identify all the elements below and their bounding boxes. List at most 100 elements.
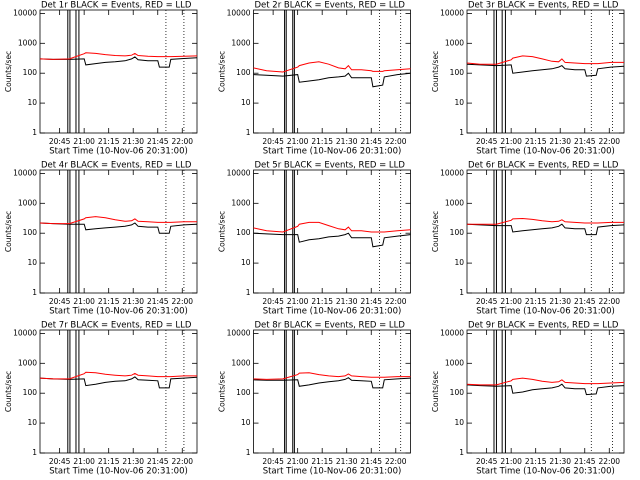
x-axis-label: Start Time (10-Nov-06 20:31:00) (476, 307, 615, 317)
y-tick-label: 100 (23, 68, 38, 77)
series-line (39, 56, 198, 68)
x-tick-label: 21:30 (549, 297, 571, 306)
series-line (39, 371, 197, 380)
y-tick-label: 1 (246, 128, 251, 137)
plot-frame (253, 169, 411, 294)
x-tick-label: 21:15 (311, 137, 333, 146)
x-tick-label: 20:45 (49, 457, 71, 466)
x-tick-label: 20:45 (262, 457, 284, 466)
chart-title: Det 1r BLACK = Events, RED = LLD (41, 1, 192, 11)
x-tick-label: 21:45 (360, 137, 382, 146)
series-line (253, 61, 411, 73)
series-line (466, 55, 624, 65)
x-tick-label: 20:45 (476, 457, 498, 466)
y-tick-label: 1 (459, 288, 464, 297)
x-tick-label: 21:00 (287, 137, 309, 146)
x-tick-label: 22:00 (171, 457, 193, 466)
x-tick-label: 22:00 (385, 297, 407, 306)
x-axis-label: Start Time (10-Nov-06 20:31:00) (49, 467, 188, 477)
series-line (39, 376, 198, 389)
x-axis-label: Start Time (10-Nov-06 20:31:00) (49, 307, 188, 317)
y-tick-label: 100 (236, 68, 251, 77)
y-tick-label: 1 (246, 448, 251, 457)
x-axis-label: Start Time (10-Nov-06 20:31:00) (476, 147, 615, 157)
y-tick-label: 1000 (18, 358, 37, 367)
x-tick-label: 22:00 (171, 137, 193, 146)
y-tick-label: 1000 (231, 38, 250, 47)
y-tick-label: 1000 (445, 358, 464, 367)
y-axis-label: Counts/sec (431, 371, 440, 412)
y-tick-label: 100 (236, 388, 251, 397)
y-tick-label: 10000 (440, 8, 464, 17)
y-tick-label: 10 (454, 98, 464, 107)
y-tick-label: 1 (459, 128, 464, 137)
y-tick-label: 10 (454, 258, 464, 267)
series-line (466, 377, 625, 386)
x-tick-label: 22:00 (385, 137, 407, 146)
x-tick-label: 21:45 (147, 297, 169, 306)
x-tick-label: 21:15 (311, 297, 333, 306)
y-tick-label: 1 (459, 448, 464, 457)
plot-frame (253, 329, 411, 454)
y-tick-label: 100 (450, 228, 465, 237)
x-axis-label: Start Time (10-Nov-06 20:31:00) (263, 147, 402, 157)
x-tick-label: 21:00 (73, 297, 95, 306)
y-tick-label: 100 (450, 388, 465, 397)
y-tick-label: 1000 (231, 358, 250, 367)
series-line (253, 221, 411, 233)
x-tick-label: 21:00 (73, 137, 95, 146)
x-tick-label: 22:00 (171, 297, 193, 306)
chart-title: Det 4r BLACK = Events, RED = LLD (41, 161, 192, 171)
x-tick-label: 21:15 (525, 297, 547, 306)
x-tick-label: 21:30 (336, 137, 358, 146)
x-tick-label: 21:00 (500, 457, 522, 466)
x-tick-label: 21:00 (73, 457, 95, 466)
series-line (39, 216, 197, 225)
x-tick-label: 21:30 (336, 457, 358, 466)
chart-title: Det 3r BLACK = Events, RED = LLD (468, 1, 619, 11)
x-axis-label: Start Time (10-Nov-06 20:31:00) (476, 467, 615, 477)
y-tick-label: 10 (241, 98, 251, 107)
series-line (466, 63, 625, 77)
x-tick-label: 20:45 (262, 297, 284, 306)
series-line (466, 383, 625, 396)
y-tick-label: 100 (23, 228, 38, 237)
x-tick-label: 20:45 (476, 297, 498, 306)
x-tick-label: 21:30 (122, 297, 144, 306)
y-tick-label: 10 (27, 258, 37, 267)
x-axis-label: Start Time (10-Nov-06 20:31:00) (263, 467, 402, 477)
y-tick-label: 10000 (227, 168, 251, 177)
y-tick-label: 1000 (18, 198, 37, 207)
plot-frame (39, 169, 198, 294)
y-tick-label: 10 (241, 258, 251, 267)
y-tick-label: 10000 (227, 328, 251, 337)
y-tick-label: 1000 (445, 198, 464, 207)
x-tick-label: 21:45 (360, 457, 382, 466)
x-tick-label: 22:00 (598, 137, 620, 146)
x-tick-label: 21:00 (287, 457, 309, 466)
x-tick-label: 21:30 (122, 457, 144, 466)
x-tick-label: 20:45 (476, 137, 498, 146)
y-tick-label: 1 (32, 288, 37, 297)
x-tick-label: 21:45 (574, 297, 596, 306)
series-line (253, 232, 411, 248)
plot-frame (253, 9, 411, 134)
x-tick-label: 21:15 (525, 457, 547, 466)
plot-frame (39, 9, 198, 134)
x-tick-label: 21:00 (287, 297, 309, 306)
series-line (253, 72, 411, 88)
x-tick-label: 21:00 (500, 137, 522, 146)
y-tick-label: 10 (27, 98, 37, 107)
x-tick-label: 21:30 (336, 297, 358, 306)
y-axis-label: Counts/sec (4, 211, 13, 252)
y-axis-label: Counts/sec (4, 51, 13, 92)
y-tick-label: 100 (236, 228, 251, 237)
x-tick-label: 21:15 (98, 137, 120, 146)
plot-frame (466, 169, 625, 294)
y-tick-label: 10000 (13, 168, 37, 177)
series-line (253, 372, 411, 380)
y-tick-label: 10000 (13, 328, 37, 337)
series-line (466, 223, 625, 236)
